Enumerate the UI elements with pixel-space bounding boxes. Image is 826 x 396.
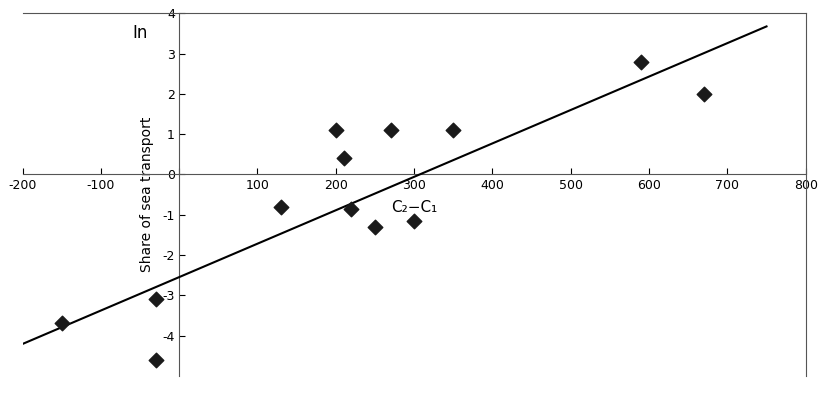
Point (447, 127, 460, 133)
Point (697, 91, 710, 97)
Point (274, 204, 287, 210)
X-axis label: C₂−C₁: C₂−C₁ (391, 200, 437, 215)
Text: In: In (132, 24, 148, 42)
Point (368, 224, 382, 230)
Point (55, 320, 69, 327)
Point (407, 217, 420, 224)
Y-axis label: Share of sea transport: Share of sea transport (140, 117, 154, 272)
Point (337, 155, 350, 162)
Point (330, 127, 343, 133)
Point (344, 206, 358, 212)
Point (149, 296, 162, 303)
Point (384, 127, 397, 133)
Point (634, 59, 648, 65)
Point (149, 356, 162, 363)
